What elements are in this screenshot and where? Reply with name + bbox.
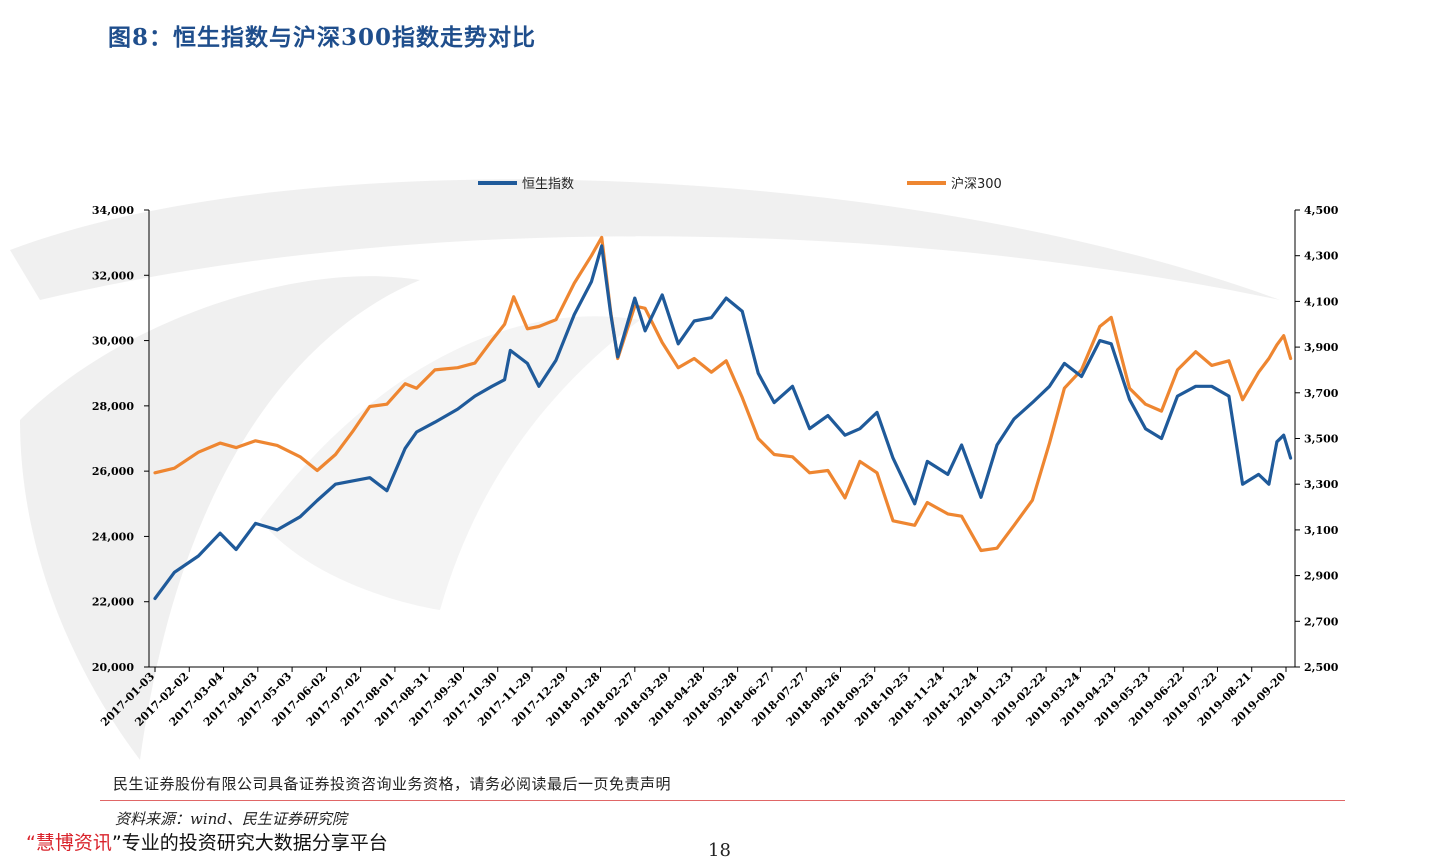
watermark-swoosh-top xyxy=(10,179,1280,300)
figure-title: 图8：恒生指数与沪深300指数走势对比 xyxy=(108,24,537,51)
divider-line xyxy=(100,800,1345,801)
footer-brand-name: 慧博资讯 xyxy=(35,832,112,854)
y-left-tick-label: 24,000 xyxy=(92,530,134,543)
y-right-tick-label: 2,500 xyxy=(1304,661,1339,674)
chart-series xyxy=(153,235,1293,601)
legend-label-hsi: 恒生指数 xyxy=(522,177,574,192)
source-note: 资料来源：wind、民生证券研究院 xyxy=(115,810,347,828)
disclaimer-text: 民生证券股份有限公司具备证券投资咨询业务资格，请务必阅读最后一页免责声明 xyxy=(113,775,672,793)
y-left-tick-label: 28,000 xyxy=(92,400,134,413)
y-right-tick-label: 4,100 xyxy=(1304,295,1339,308)
footer-quote-open: “ xyxy=(26,832,36,854)
y-right-tick-label: 3,300 xyxy=(1304,478,1339,491)
y-right-tick-label: 2,700 xyxy=(1304,615,1339,628)
watermark-swoosh-left xyxy=(20,276,420,760)
footer-quote-close: ” xyxy=(111,832,122,854)
y-left-tick-label: 26,000 xyxy=(92,465,134,478)
y-left-tick-label: 30,000 xyxy=(92,335,134,348)
legend-label-csi300: 沪深300 xyxy=(951,176,1002,192)
footer-tagline: 专业的投资研究大数据分享平台 xyxy=(121,832,388,854)
y-left-tick-label: 20,000 xyxy=(92,661,134,674)
y-right-tick-label: 4,500 xyxy=(1304,204,1339,217)
watermark-swoosh-middle xyxy=(260,316,640,610)
chart-legend: 恒生指数 沪深300 xyxy=(478,176,1002,192)
chart-axes: 20,000 22,000 24,000 26,000 28,000 30,000 32,0… xyxy=(92,204,1339,729)
y-right-tick-label: 3,100 xyxy=(1304,524,1339,537)
series-line-csi300 xyxy=(153,235,1293,553)
series-line-hsi xyxy=(153,244,1293,601)
y-left-tick-label: 32,000 xyxy=(92,269,134,282)
footer-brand-banner: “慧博资讯”专业的投资研究大数据分享平台 xyxy=(26,828,388,855)
y-right-tick-label: 3,500 xyxy=(1304,433,1339,446)
y-right-tick-label: 3,700 xyxy=(1304,387,1339,400)
y-left-tick-label: 34,000 xyxy=(92,204,134,217)
y-right-tick-label: 3,900 xyxy=(1304,341,1339,354)
y-left-tick-label: 22,000 xyxy=(92,596,134,609)
y-right-tick-label: 4,300 xyxy=(1304,250,1339,263)
page-number: 18 xyxy=(708,840,731,861)
y-right-tick-label: 2,900 xyxy=(1304,570,1339,583)
